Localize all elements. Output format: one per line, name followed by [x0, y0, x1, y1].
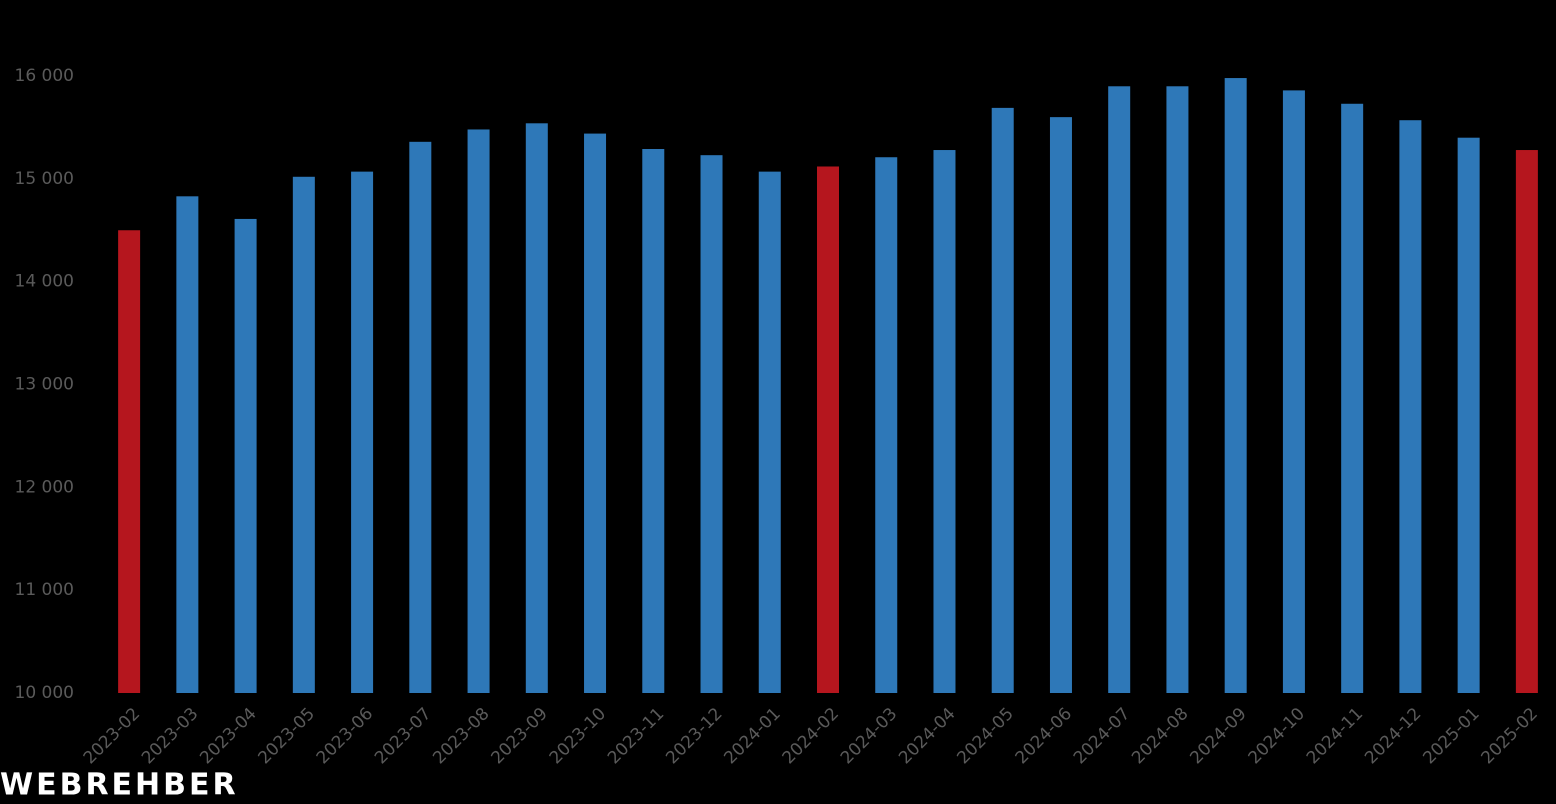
y-tick-label: 15 000 — [15, 169, 74, 189]
x-tick-label: 2023-11 — [604, 704, 668, 768]
x-tick-label: 2024-07 — [1070, 704, 1134, 768]
x-tick-label: 2024-03 — [837, 704, 901, 768]
bar — [642, 149, 665, 694]
x-tick-label: 2023-08 — [429, 704, 493, 768]
y-tick-label: 11 000 — [15, 580, 74, 600]
bar — [1224, 78, 1247, 694]
x-tick-label: 2023-07 — [371, 704, 435, 768]
x-tick-label: 2024-06 — [1012, 704, 1076, 768]
bar — [409, 141, 432, 693]
y-tick-label: 14 000 — [15, 272, 74, 292]
y-tick-label: 12 000 — [15, 477, 74, 497]
x-tick-label: 2023-03 — [138, 704, 202, 768]
bar — [875, 157, 898, 693]
x-tick-label: 2024-04 — [895, 704, 959, 768]
bar — [1108, 86, 1131, 694]
x-tick-label: 2025-02 — [1478, 704, 1542, 768]
bar — [525, 123, 548, 693]
x-tick-label: 2024-02 — [779, 704, 843, 768]
bar — [933, 150, 956, 694]
y-tick-label: 13 000 — [15, 375, 74, 395]
x-tick-label: 2024-11 — [1303, 704, 1367, 768]
bar — [351, 171, 374, 693]
x-tick-label: 2023-10 — [546, 704, 610, 768]
bar — [1457, 137, 1480, 693]
x-tick-label: 2023-09 — [488, 704, 552, 768]
x-tick-label: 2025-01 — [1419, 704, 1483, 768]
bar — [991, 107, 1014, 693]
x-tick-label: 2023-05 — [255, 704, 319, 768]
bar — [1282, 90, 1305, 693]
bar — [584, 133, 607, 693]
bar — [1515, 150, 1538, 694]
x-tick-label: 2023-06 — [313, 704, 377, 768]
x-tick-label: 2024-09 — [1186, 704, 1250, 768]
x-tick-label: 2024-01 — [720, 704, 784, 768]
x-tick-label: 2024-05 — [953, 704, 1017, 768]
bar — [1341, 103, 1364, 693]
bar — [1399, 120, 1422, 694]
bar — [817, 166, 839, 693]
watermark: WEBREHBER — [0, 768, 239, 801]
bar — [1166, 86, 1189, 694]
x-tick-label: 2024-10 — [1245, 704, 1309, 768]
bar — [176, 196, 199, 693]
bar — [118, 230, 141, 693]
bar — [700, 155, 723, 694]
x-tick-label: 2023-12 — [662, 704, 726, 768]
y-tick-label: 10 000 — [15, 683, 74, 703]
bar — [292, 176, 315, 693]
y-tick-label: 16 000 — [15, 66, 74, 86]
x-tick-label: 2023-04 — [196, 704, 260, 768]
x-tick-label: 2024-12 — [1361, 704, 1425, 768]
x-tick-label: 2024-08 — [1128, 704, 1192, 768]
bar — [467, 129, 490, 693]
bar — [1049, 117, 1072, 694]
bar — [234, 218, 257, 693]
x-tick-label: 2023-02 — [80, 704, 144, 768]
bar — [758, 171, 781, 693]
